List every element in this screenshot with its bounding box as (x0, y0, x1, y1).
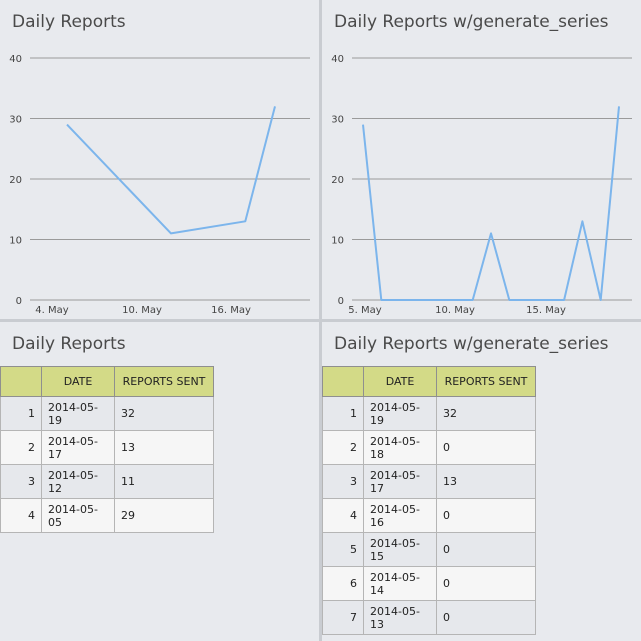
table-row: 2 2014-05-17 13 (0, 430, 214, 465)
reports-sent-cell: 13 (436, 464, 536, 499)
x-tick-label: 10. May (122, 305, 162, 316)
date-cell: 2014-05-13 (363, 600, 437, 635)
table-row: 4 2014-05-05 29 (0, 498, 214, 533)
date-column-header: DATE (41, 366, 115, 397)
reports-sent-cell: 32 (436, 396, 536, 431)
y-tick-label: 30 (9, 115, 22, 126)
reports-sent-column-header: REPORTS SENT (114, 366, 214, 397)
row-index-cell: 4 (322, 498, 364, 533)
date-cell: 2014-05-05 (41, 498, 115, 533)
panel-title: Daily Reports w/generate_series (334, 12, 609, 32)
panel-title: Daily Reports (12, 334, 126, 354)
table-row: 6 2014-05-14 0 (322, 566, 536, 601)
table-row: 1 2014-05-19 32 (322, 396, 536, 431)
reports-sent-cell: 29 (114, 498, 214, 533)
reports-sent-cell: 0 (436, 498, 536, 533)
x-tick-label: 5. May (348, 305, 381, 316)
table-header-row: DATE REPORTS SENT (0, 366, 214, 397)
y-tick-label: 0 (338, 296, 344, 307)
y-tick-label: 10 (9, 236, 22, 247)
y-tick-label: 40 (9, 54, 22, 65)
date-cell: 2014-05-17 (41, 430, 115, 465)
date-cell: 2014-05-19 (363, 396, 437, 431)
row-index-cell: 2 (0, 430, 42, 465)
x-tick-label: 10. May (435, 305, 475, 316)
reports-sent-cell: 0 (436, 600, 536, 635)
table-panel-daily-reports: Daily Reports DATE REPORTS SENT 1 2014-05-1… (0, 322, 319, 641)
index-column-header (322, 366, 364, 397)
row-index-cell: 3 (0, 464, 42, 499)
date-cell: 2014-05-18 (363, 430, 437, 465)
x-tick-label: 15. May (526, 305, 566, 316)
index-column-header (0, 366, 42, 397)
reports-sent-cell: 0 (436, 532, 536, 567)
row-index-cell: 1 (322, 396, 364, 431)
row-index-cell: 7 (322, 600, 364, 635)
reports-sent-cell: 13 (114, 430, 214, 465)
table-row: 1 2014-05-19 32 (0, 396, 214, 431)
panel-title: Daily Reports w/generate_series (334, 334, 609, 354)
row-index-cell: 2 (322, 430, 364, 465)
reports-sent-cell: 32 (114, 396, 214, 431)
row-index-cell: 1 (0, 396, 42, 431)
y-tick-label: 30 (331, 115, 344, 126)
row-index-cell: 4 (0, 498, 42, 533)
line-chart: 0 10 20 30 40 5. May 10. May 15. May (331, 54, 632, 316)
table-row: 2 2014-05-18 0 (322, 430, 536, 465)
reports-sent-cell: 0 (436, 430, 536, 465)
y-tick-label: 20 (9, 175, 22, 186)
y-tick-label: 0 (16, 296, 22, 307)
table-row: 3 2014-05-12 11 (0, 464, 214, 499)
row-index-cell: 5 (322, 532, 364, 567)
table-row: 5 2014-05-15 0 (322, 532, 536, 567)
x-tick-label: 4. May (35, 305, 68, 316)
panel-title: Daily Reports (12, 12, 126, 32)
date-cell: 2014-05-16 (363, 498, 437, 533)
row-index-cell: 6 (322, 566, 364, 601)
reports-table: DATE REPORTS SENT 1 2014-05-19 32 2 2014-05-17… (0, 366, 214, 533)
table-row: 3 2014-05-17 13 (322, 464, 536, 499)
date-cell: 2014-05-15 (363, 532, 437, 567)
reports-sent-cell: 11 (114, 464, 214, 499)
date-cell: 2014-05-14 (363, 566, 437, 601)
row-index-cell: 3 (322, 464, 364, 499)
line-chart: 0 10 20 30 40 4. May 10. May 16. May (9, 54, 310, 316)
date-cell: 2014-05-19 (41, 396, 115, 431)
y-tick-label: 10 (331, 236, 344, 247)
x-tick-label: 16. May (211, 305, 251, 316)
table-row: 7 2014-05-13 0 (322, 600, 536, 635)
reports-sent-column-header: REPORTS SENT (436, 366, 536, 397)
date-column-header: DATE (363, 366, 437, 397)
date-cell: 2014-05-12 (41, 464, 115, 499)
reports-table: DATE REPORTS SENT 1 2014-05-19 32 2 2014-05-18… (322, 366, 536, 635)
reports-sent-cell: 0 (436, 566, 536, 601)
y-tick-label: 20 (331, 175, 344, 186)
series-line (362, 106, 620, 301)
table-row: 4 2014-05-16 0 (322, 498, 536, 533)
chart-panel-daily-reports: Daily Reports 0 10 20 30 40 4. May 10. May 16. … (0, 0, 319, 319)
series-line (66, 106, 276, 235)
table-header-row: DATE REPORTS SENT (322, 366, 536, 397)
table-panel-daily-reports-generate-series: Daily Reports w/generate_series DATE REPO… (322, 322, 641, 641)
chart-panel-daily-reports-generate-series: Daily Reports w/generate_series 0 10 20 30 4… (322, 0, 641, 319)
date-cell: 2014-05-17 (363, 464, 437, 499)
y-tick-label: 40 (331, 54, 344, 65)
